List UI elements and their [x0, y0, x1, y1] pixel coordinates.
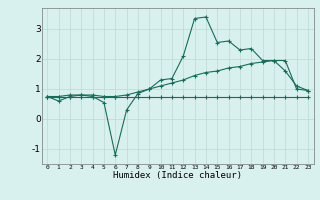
X-axis label: Humidex (Indice chaleur): Humidex (Indice chaleur) [113, 171, 242, 180]
